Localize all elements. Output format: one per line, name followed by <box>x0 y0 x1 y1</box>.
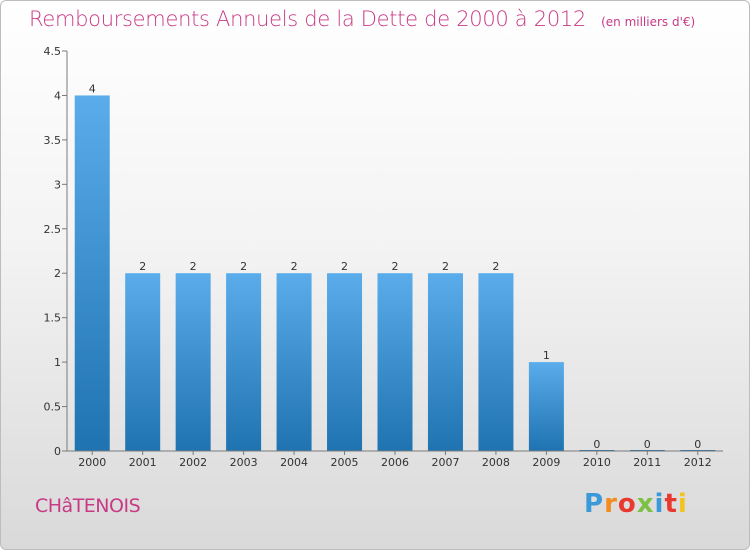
title-text: Remboursements Annuels de la Dette de 20… <box>29 7 586 31</box>
x-tick-label: 2004 <box>280 456 308 469</box>
data-label: 0 <box>644 438 651 451</box>
bars-group <box>74 95 716 451</box>
unit-label: (en milliers d'€) <box>601 15 696 29</box>
y-tick-label: 3 <box>54 178 61 191</box>
bar <box>125 273 161 451</box>
logo-letter: x <box>636 489 655 519</box>
bar <box>276 273 312 451</box>
x-tick-label: 2012 <box>684 456 712 469</box>
y-tick-label: 0 <box>54 445 61 458</box>
chart-title: Remboursements Annuels de la Dette de 20… <box>29 7 695 31</box>
bar <box>226 273 262 451</box>
data-label: 2 <box>240 260 247 273</box>
data-label: 2 <box>139 260 146 273</box>
x-tick-label: 2009 <box>532 456 560 469</box>
y-tick-label: 0.5 <box>44 401 62 414</box>
proxiti-logo[interactable]: Proxiti <box>584 489 688 519</box>
data-label: 2 <box>442 260 449 273</box>
x-tick-label: 2005 <box>331 456 359 469</box>
data-label: 0 <box>694 438 701 451</box>
commune-name: CHâTENOIS <box>35 495 141 517</box>
logo-letter: t <box>664 489 678 519</box>
y-tick-label: 1.5 <box>44 312 62 325</box>
data-label: 1 <box>543 349 550 362</box>
data-label: 2 <box>291 260 298 273</box>
data-label: 4 <box>89 82 96 95</box>
bar <box>528 362 564 451</box>
x-tick-label: 2008 <box>482 456 510 469</box>
x-tick-label: 2010 <box>583 456 611 469</box>
x-tick-label: 2001 <box>129 456 157 469</box>
y-tick-label: 4 <box>54 89 61 102</box>
y-tick-label: 4.5 <box>44 45 62 58</box>
x-tick-label: 2003 <box>230 456 258 469</box>
x-tick-label: 2011 <box>633 456 661 469</box>
logo-letter: r <box>604 489 618 519</box>
bar <box>377 273 413 451</box>
data-label: 2 <box>492 260 499 273</box>
bar <box>175 273 211 451</box>
logo-letter: o <box>617 489 637 519</box>
bar <box>74 95 110 451</box>
y-tick-label: 2.5 <box>44 223 62 236</box>
logo-letter: P <box>584 489 605 519</box>
data-label: 2 <box>341 260 348 273</box>
bar <box>427 273 463 451</box>
logo-letter: i <box>654 489 665 519</box>
data-labels-group: 4 2 2 2 2 2 2 2 2 1 0 0 0 <box>89 82 702 451</box>
x-tick-label: 2006 <box>381 456 409 469</box>
x-tick-label: 2007 <box>431 456 459 469</box>
y-tick-label: 3.5 <box>44 134 62 147</box>
bar <box>478 273 514 451</box>
y-tick-label: 1 <box>54 356 61 369</box>
data-label: 2 <box>190 260 197 273</box>
logo-letter: i <box>677 489 688 519</box>
x-tick-label: 2000 <box>78 456 106 469</box>
y-tick-label: 2 <box>54 267 61 280</box>
bar <box>327 273 363 451</box>
x-tick-label: 2002 <box>179 456 207 469</box>
data-label: 0 <box>593 438 600 451</box>
data-label: 2 <box>392 260 399 273</box>
